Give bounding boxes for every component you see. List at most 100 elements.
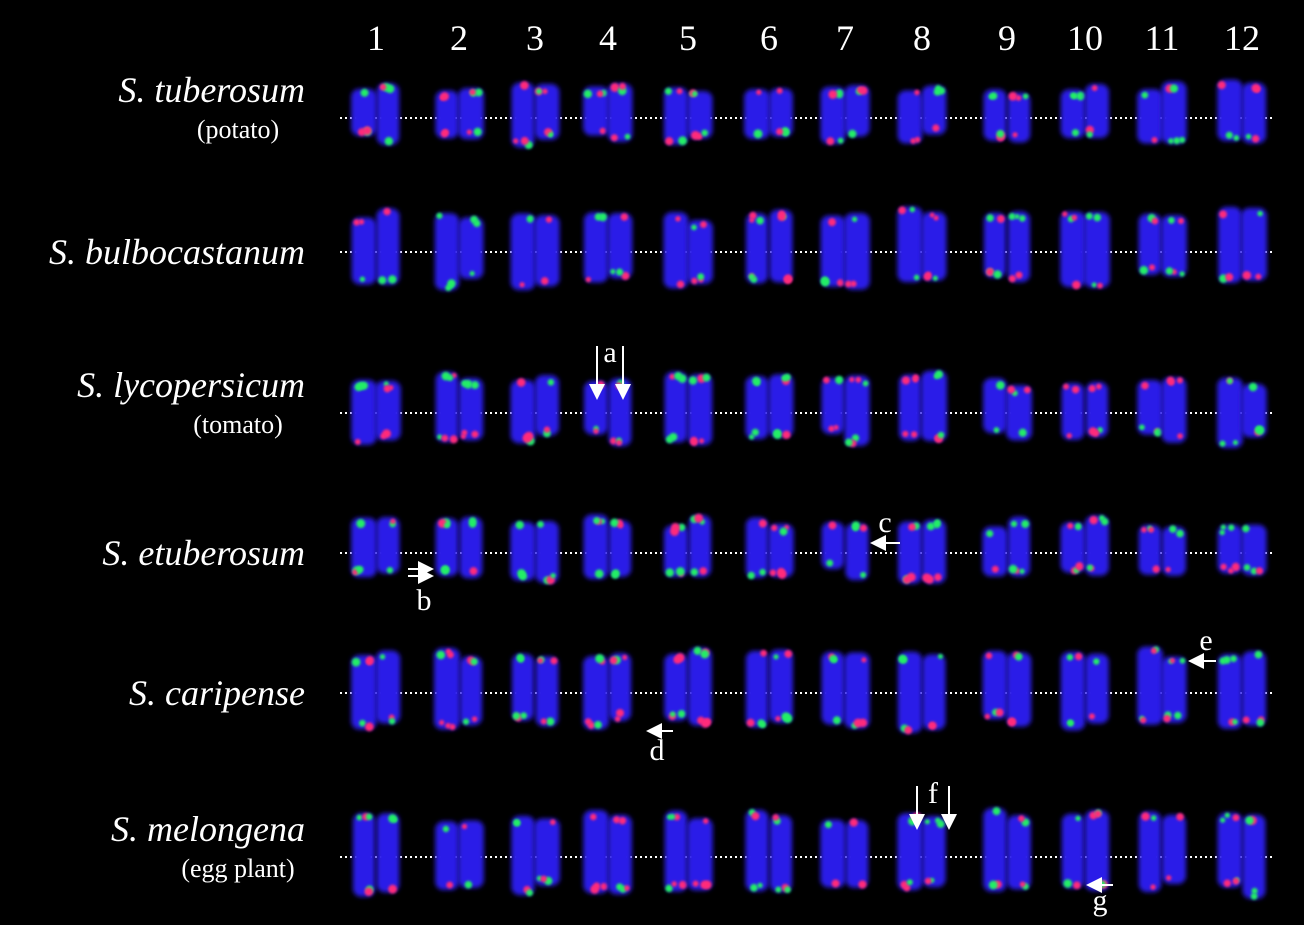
chromosome — [689, 515, 711, 577]
signal-dot — [1067, 720, 1072, 725]
chromosome — [352, 217, 377, 284]
signal-dot — [517, 378, 526, 387]
signal-dot — [848, 130, 856, 138]
signal-dot — [355, 439, 361, 445]
signal-dot — [1151, 648, 1157, 654]
signal-dot — [771, 525, 777, 531]
signal-dot — [1173, 137, 1180, 144]
chromosome — [845, 523, 868, 580]
signal-dot — [932, 124, 939, 131]
chromosome — [983, 808, 1006, 892]
signal-dot — [1099, 515, 1105, 521]
signal-dot — [778, 213, 786, 221]
signal-dot — [586, 277, 591, 282]
chromosome-pair — [1137, 377, 1186, 443]
signal-dot — [925, 819, 930, 824]
chromosome-pair — [897, 813, 945, 892]
chromosome — [434, 648, 460, 729]
signal-dot — [850, 818, 858, 826]
signal-dot — [1225, 813, 1230, 818]
signal-dot — [383, 208, 390, 215]
signal-dot — [670, 527, 679, 536]
signal-dot — [1242, 271, 1251, 280]
signal-dot — [857, 87, 864, 94]
signal-dot — [472, 716, 477, 721]
chromosome — [1137, 647, 1163, 725]
chromosome — [583, 810, 608, 893]
signal-dot — [934, 215, 939, 220]
signal-dot — [772, 814, 779, 821]
signal-dot — [600, 883, 607, 890]
signal-dot — [914, 90, 920, 96]
signal-dot — [1019, 429, 1027, 437]
signal-dot — [935, 519, 941, 525]
signal-dot — [1141, 812, 1150, 821]
chromosome-pair — [1139, 525, 1186, 576]
chromosome — [376, 208, 399, 284]
chromosome-pair — [583, 83, 632, 142]
signal-dot — [353, 219, 360, 226]
chromosome — [377, 813, 400, 892]
signal-dot — [700, 650, 709, 659]
signal-dot — [1233, 878, 1240, 885]
chromosome-pair — [351, 517, 399, 577]
signal-dot — [748, 274, 754, 280]
signal-dot — [1086, 213, 1093, 220]
signal-dot — [759, 520, 767, 528]
chromosome — [897, 207, 922, 282]
signal-dot — [1233, 135, 1239, 141]
chromosome — [688, 374, 712, 445]
column-number: 6 — [760, 18, 778, 58]
chromosome-pair — [1139, 214, 1187, 277]
signal-dot — [548, 379, 554, 385]
column-number: 11 — [1145, 18, 1180, 58]
signal-dot — [527, 215, 534, 222]
signal-dot — [1141, 527, 1147, 533]
signal-dot — [986, 268, 994, 276]
signal-dot — [1232, 719, 1238, 725]
signal-dot — [823, 377, 830, 384]
signal-dot — [1067, 433, 1072, 438]
signal-dot — [1092, 282, 1097, 287]
signal-dot — [1176, 530, 1184, 538]
signal-dot — [1219, 658, 1226, 665]
signal-dot — [845, 281, 852, 288]
signal-dot — [469, 89, 475, 95]
annotation-label: e — [1199, 624, 1212, 657]
signal-dot — [911, 431, 917, 437]
chromosome — [769, 374, 794, 437]
chromosome — [898, 90, 923, 143]
chromosome — [844, 652, 869, 728]
chromosome-pair — [820, 818, 868, 888]
signal-dot — [828, 521, 836, 529]
signal-dot — [443, 826, 449, 832]
signal-dot — [461, 380, 468, 387]
signal-dot — [1220, 564, 1226, 570]
signal-dot — [757, 883, 762, 888]
signal-dot — [986, 653, 993, 660]
signal-dot — [1087, 564, 1093, 570]
signal-dot — [445, 285, 451, 291]
signal-dot — [915, 137, 921, 143]
column-number: 1 — [367, 18, 385, 58]
signal-dot — [996, 381, 1005, 390]
chromosome — [1242, 651, 1266, 725]
signal-dot — [618, 523, 623, 528]
signal-dot — [621, 213, 628, 220]
signal-dot — [903, 884, 910, 891]
signal-dot — [471, 381, 479, 389]
signal-dot — [624, 885, 630, 891]
signal-dot — [1178, 218, 1184, 224]
signal-dot — [751, 812, 759, 820]
signal-dot — [616, 382, 623, 389]
signal-dot — [610, 519, 618, 527]
chromosome — [1007, 815, 1031, 889]
signal-dot — [1009, 565, 1018, 574]
signal-dot — [536, 89, 542, 95]
signal-dot — [516, 521, 524, 529]
signal-dot — [619, 83, 626, 90]
signal-dot — [777, 88, 783, 94]
chromosome-pair — [983, 651, 1032, 727]
chromosome — [1062, 814, 1084, 888]
chromosome-pair — [435, 820, 484, 889]
